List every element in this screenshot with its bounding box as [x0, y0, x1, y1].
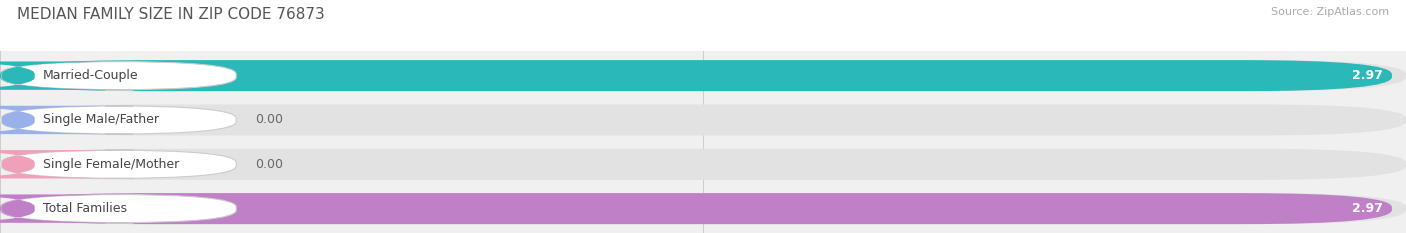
Text: Total Families: Total Families — [44, 202, 127, 215]
Text: 0.00: 0.00 — [254, 113, 283, 127]
FancyBboxPatch shape — [0, 60, 1392, 91]
Text: 0.00: 0.00 — [254, 158, 283, 171]
Text: Married-Couple: Married-Couple — [44, 69, 139, 82]
Text: 2.97: 2.97 — [1351, 69, 1382, 82]
FancyBboxPatch shape — [0, 150, 134, 178]
FancyBboxPatch shape — [1, 62, 236, 90]
FancyBboxPatch shape — [0, 193, 1392, 224]
FancyBboxPatch shape — [0, 193, 1406, 224]
FancyBboxPatch shape — [0, 60, 1406, 91]
FancyBboxPatch shape — [0, 62, 134, 90]
FancyBboxPatch shape — [1, 150, 236, 178]
Text: MEDIAN FAMILY SIZE IN ZIP CODE 76873: MEDIAN FAMILY SIZE IN ZIP CODE 76873 — [17, 7, 325, 22]
Text: Source: ZipAtlas.com: Source: ZipAtlas.com — [1271, 7, 1389, 17]
FancyBboxPatch shape — [0, 194, 134, 223]
Text: 2.97: 2.97 — [1351, 202, 1382, 215]
Text: Single Female/Mother: Single Female/Mother — [44, 158, 180, 171]
FancyBboxPatch shape — [0, 104, 1406, 135]
FancyBboxPatch shape — [1, 194, 236, 223]
FancyBboxPatch shape — [0, 149, 1406, 180]
FancyBboxPatch shape — [0, 106, 134, 134]
Text: Single Male/Father: Single Male/Father — [44, 113, 159, 127]
FancyBboxPatch shape — [1, 106, 236, 134]
